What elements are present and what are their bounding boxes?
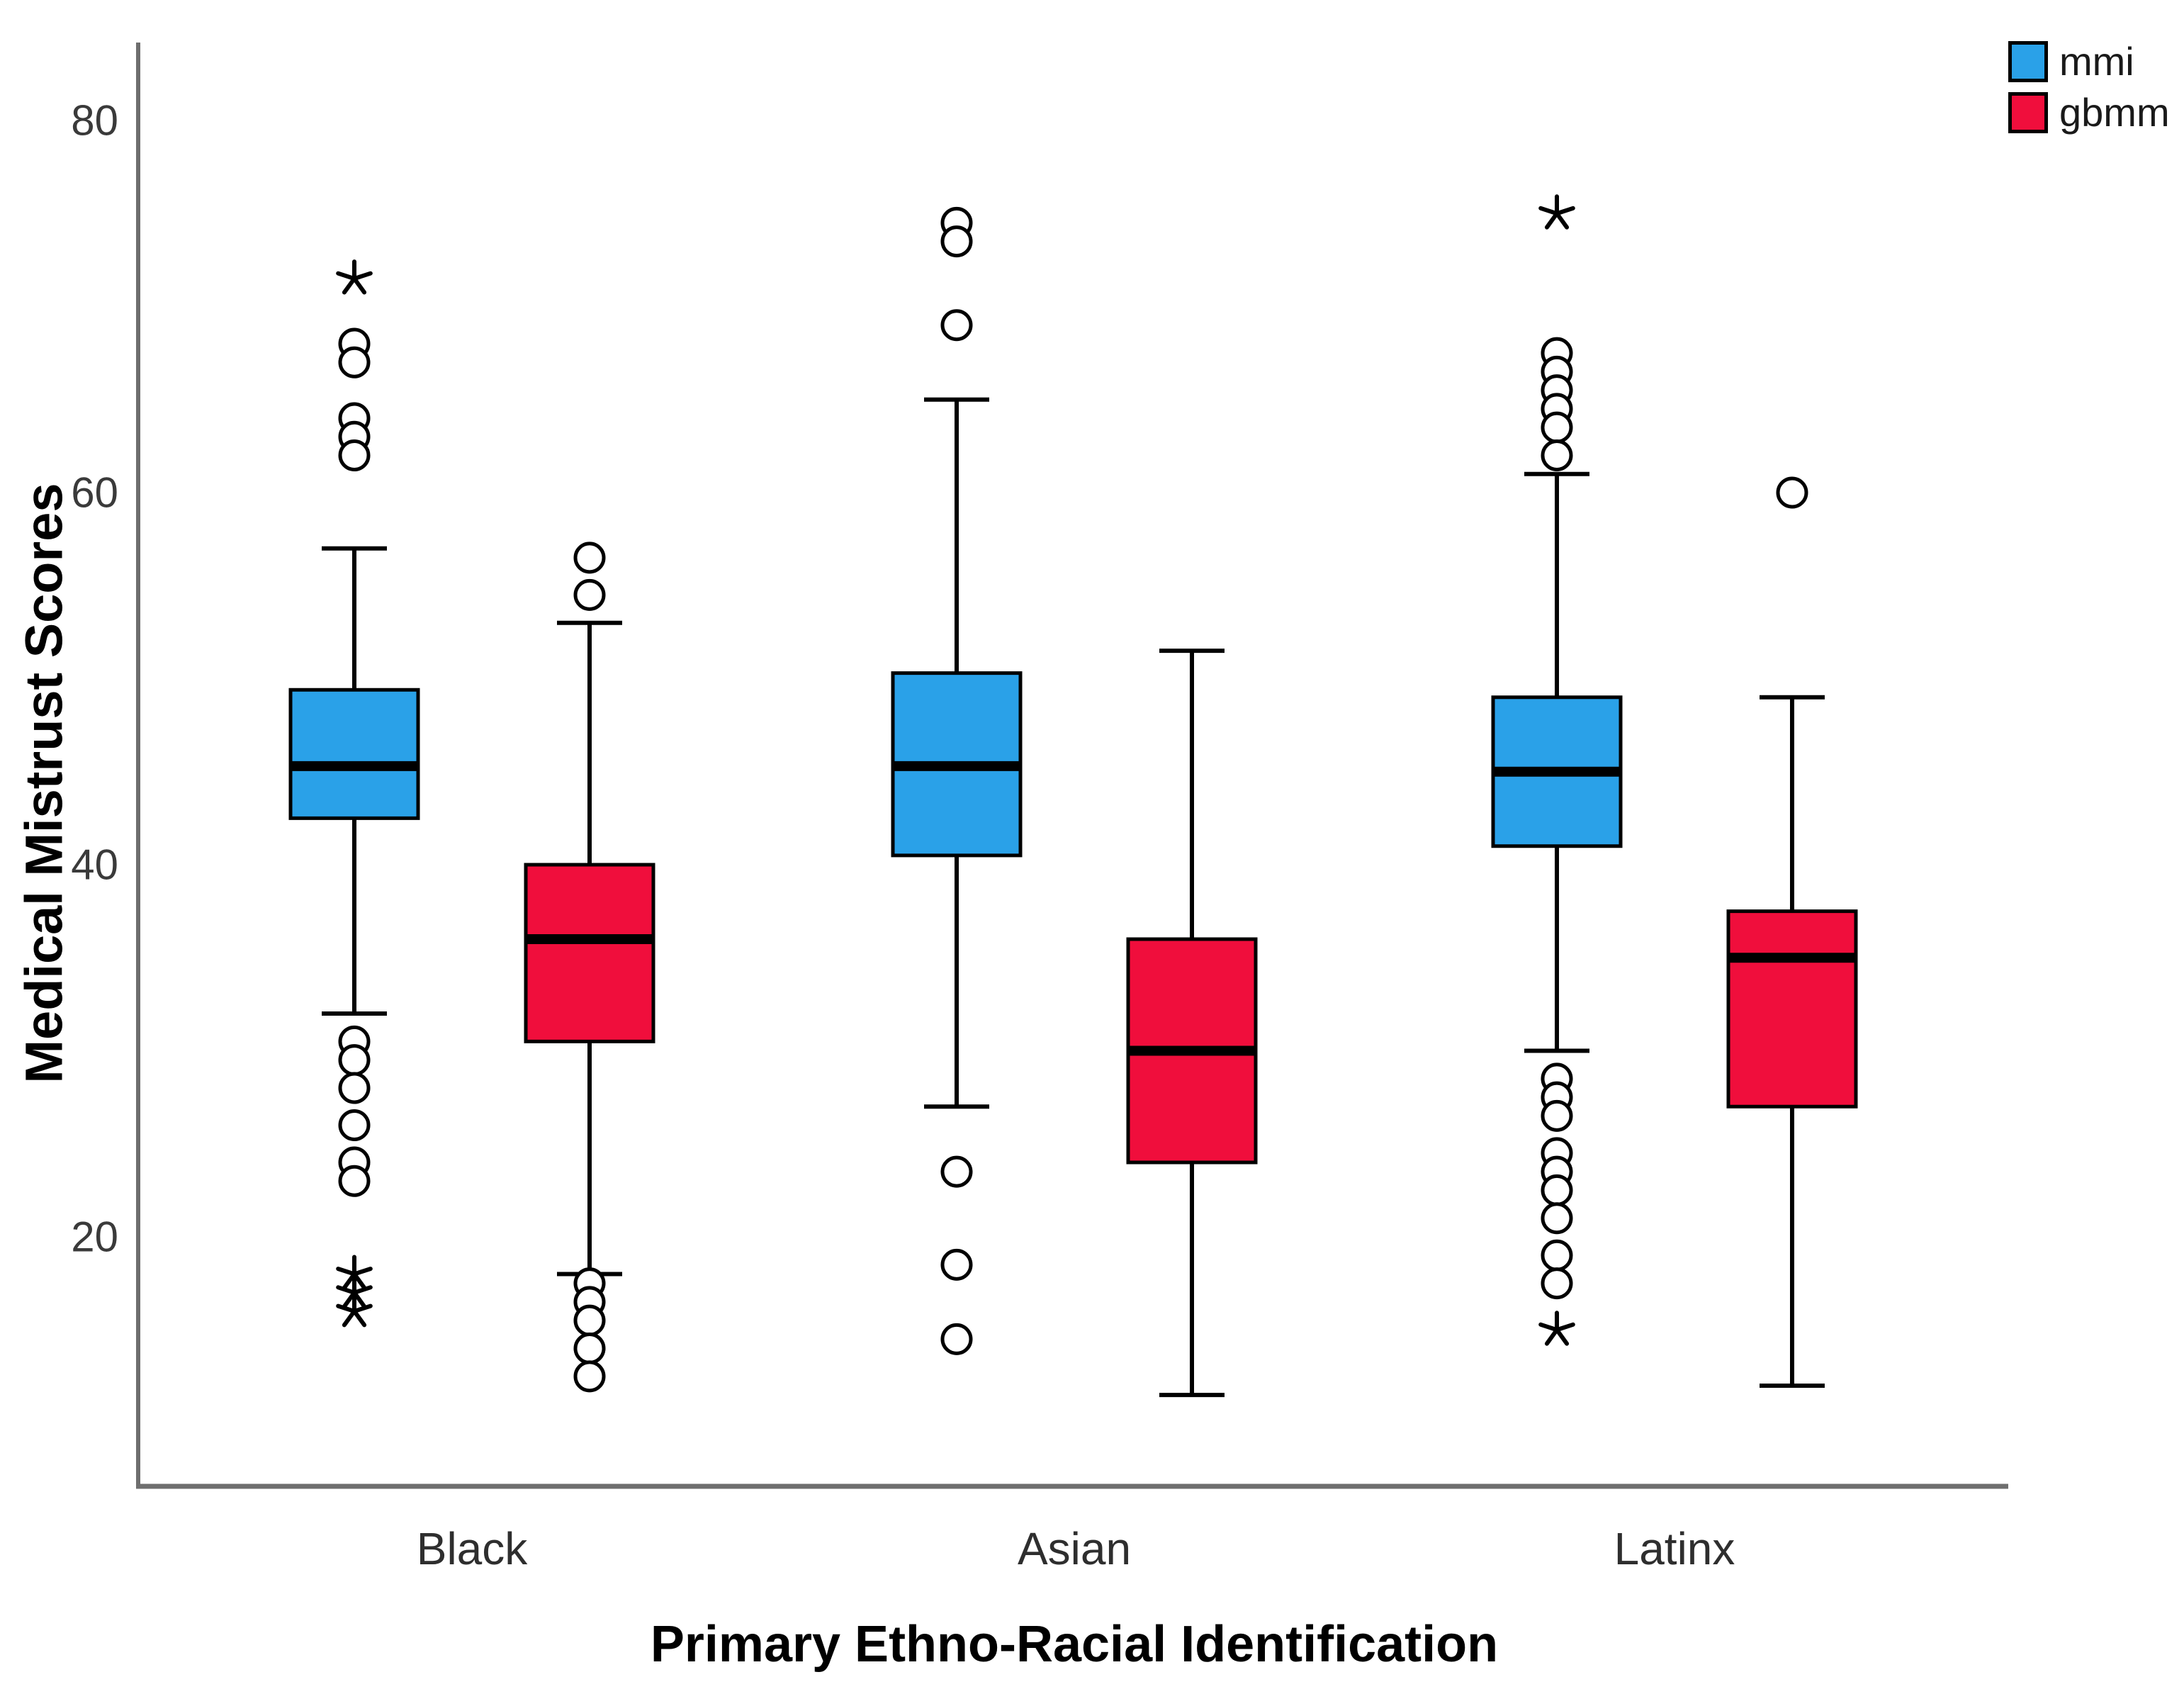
legend-label-gbmm: gbmm [2059, 90, 2170, 135]
outlier-circle-mmi-black [338, 1165, 371, 1197]
outlier-circle-mmi-asian [940, 1248, 973, 1281]
legend-label-mmi: mmi [2059, 39, 2134, 84]
category-label-latinx: Latinx [1614, 1523, 1735, 1574]
outlier-star-mmi-black [336, 1273, 373, 1309]
box-gbmm-latinx [1726, 909, 1858, 1109]
outlier-circle-gbmm-black [573, 1360, 606, 1393]
outlier-circle-mmi-black [338, 439, 371, 471]
box-gbmm-black [524, 863, 655, 1043]
outlier-circle-mmi-latinx [1541, 1239, 1573, 1272]
outlier-circle-mmi-latinx [1541, 439, 1573, 471]
outlier-circle-gbmm-black [573, 542, 606, 574]
outlier-circle-gbmm-black [573, 1304, 606, 1337]
outlier-star-mmi-black [336, 1292, 373, 1328]
outlier-star-mmi-black [336, 259, 373, 295]
mmi-swatch-icon [2008, 41, 2048, 82]
gbmm-swatch-icon [2008, 92, 2048, 133]
y-tick-label-20: 20 [71, 1213, 118, 1260]
outlier-star-mmi-latinx [1538, 194, 1575, 230]
legend: mmi gbmm [2008, 41, 2170, 133]
box-mmi-black [288, 688, 420, 820]
legend-item-mmi: mmi [2008, 41, 2170, 82]
y-tick-label-60: 60 [71, 469, 118, 516]
y-tick-label-40: 40 [71, 841, 118, 888]
outlier-circle-mmi-black [338, 1072, 371, 1104]
outlier-circle-gbmm-latinx [1776, 476, 1808, 509]
x-axis-title: Primary Ethno-Racial Identification [650, 1616, 1499, 1673]
y-axis-title: Medical Mistrust Scores [14, 483, 74, 1084]
outlier-circle-mmi-latinx [1541, 411, 1573, 444]
outlier-circle-mmi-latinx [1541, 1174, 1573, 1206]
outlier-star-mmi-black [336, 1255, 373, 1290]
outlier-circle-mmi-black [338, 346, 371, 378]
outlier-circle-mmi-latinx [1541, 1267, 1573, 1300]
outlier-circle-mmi-latinx [1541, 1099, 1573, 1132]
outlier-circle-gbmm-black [573, 578, 606, 611]
category-label-black: Black [417, 1523, 529, 1574]
outlier-circle-mmi-asian [940, 1323, 973, 1355]
outlier-circle-mmi-latinx [1541, 1202, 1573, 1235]
legend-item-gbmm: gbmm [2008, 92, 2170, 133]
category-label-asian: Asian [1018, 1523, 1131, 1574]
outlier-star-mmi-latinx [1538, 1311, 1575, 1346]
outlier-circle-mmi-black [338, 1109, 371, 1141]
y-tick-label-80: 80 [71, 96, 118, 144]
outlier-circle-mmi-asian [940, 225, 973, 258]
outlier-circle-mmi-black [338, 1044, 371, 1077]
outlier-circle-gbmm-black [573, 1333, 606, 1364]
outlier-circle-mmi-asian [940, 309, 973, 342]
outlier-circle-mmi-asian [940, 1155, 973, 1188]
